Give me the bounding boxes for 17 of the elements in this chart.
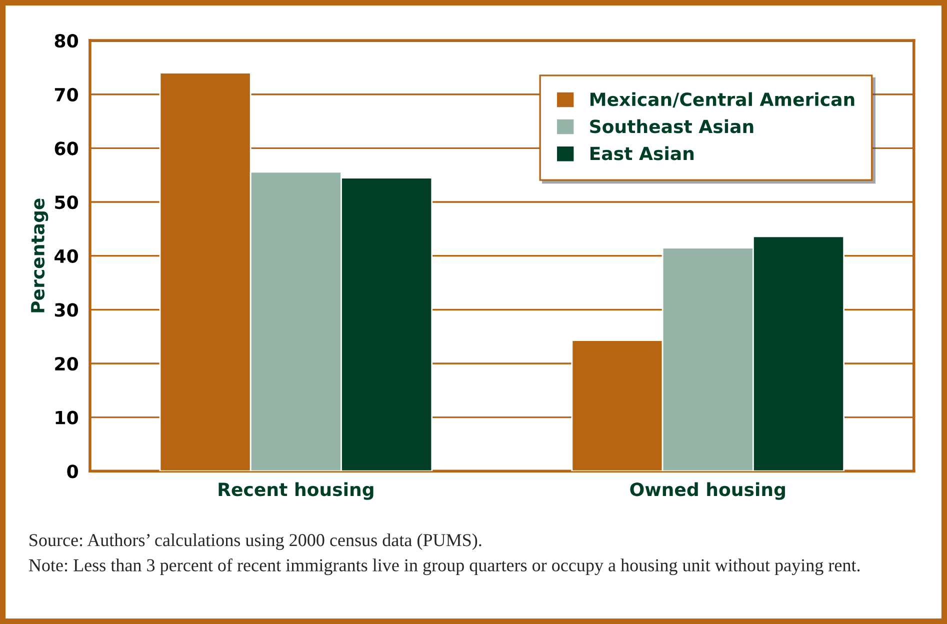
y-tick-label: 20 bbox=[55, 356, 78, 371]
y-axis-title: Percentage bbox=[31, 198, 48, 312]
legend-label: East Asian bbox=[590, 146, 694, 160]
y-tick-label: 60 bbox=[54, 142, 78, 156]
source-note: Source: Authors’ calculations using 2000 census data (PUMS). bbox=[30, 534, 482, 550]
legend-label: Southeast Asian bbox=[590, 119, 754, 134]
y-tick-label: 10 bbox=[56, 410, 78, 424]
x-tick-label: Recent housing bbox=[218, 482, 374, 500]
x-tick-label: Owned housing bbox=[630, 482, 785, 500]
legend-label: Mexican/Central American bbox=[590, 92, 854, 108]
y-tick-label: 80 bbox=[54, 34, 78, 48]
y-tick-label: 70 bbox=[54, 88, 78, 102]
text: Note: Less than 3 percent of recent immigrants live in group quarters or occupy a housing unit without paying rent. bbox=[28, 558, 860, 576]
y-tick-label: 0 bbox=[67, 464, 78, 478]
y-tick-label: 40 bbox=[54, 249, 78, 263]
y-tick-label: 30 bbox=[54, 303, 78, 317]
y-tick-label: 50 bbox=[55, 195, 78, 210]
